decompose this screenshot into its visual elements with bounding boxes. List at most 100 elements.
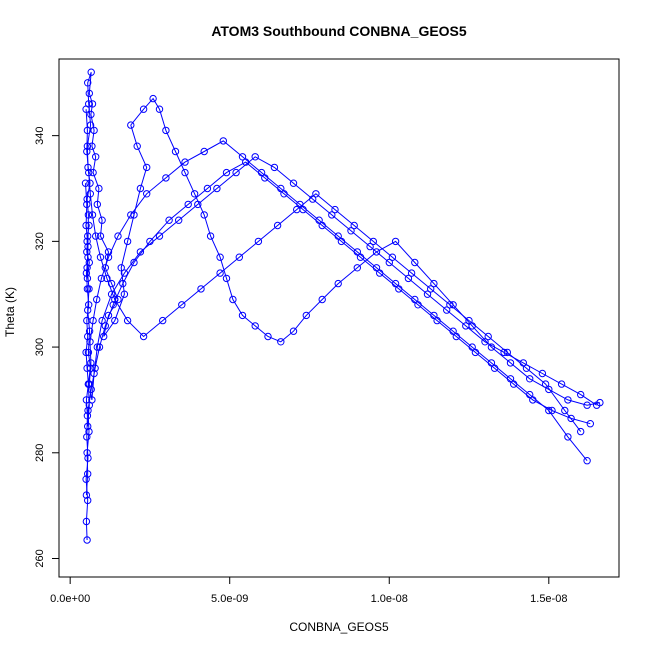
data-point [541, 380, 550, 388]
data-point [337, 237, 346, 246]
data-point [561, 406, 569, 415]
data-point [372, 248, 381, 256]
series-1 [82, 68, 604, 544]
data-point [391, 237, 400, 246]
data-point [93, 295, 101, 304]
data-point [83, 147, 91, 156]
data-point [84, 306, 92, 314]
data-point [490, 364, 499, 372]
y-tick-label: 300 [34, 338, 46, 356]
data-point [96, 232, 105, 240]
data-point [510, 380, 518, 388]
y-tick-label: 280 [34, 444, 46, 462]
data-point [446, 301, 454, 309]
data-point [229, 295, 237, 304]
data-point [93, 343, 102, 351]
data-point [273, 221, 282, 230]
data-point [85, 327, 94, 335]
data-point [350, 221, 358, 230]
data-point [376, 269, 384, 277]
x-axis: 0.0e+00 5.0e-09 1.0e-08 1.5e-08 [50, 577, 567, 605]
data-point [85, 285, 93, 293]
data-point [87, 68, 95, 76]
data-point [251, 322, 259, 330]
x-tick-label: 5.0e-09 [211, 593, 248, 605]
data-point [88, 211, 97, 219]
data-point [103, 274, 111, 283]
data-point [411, 258, 419, 267]
data-point [232, 168, 240, 177]
data-point [87, 385, 95, 394]
data-point [407, 269, 416, 277]
data-point [143, 163, 151, 172]
data-point [299, 205, 307, 214]
data-point [181, 168, 189, 177]
series-3 [82, 105, 585, 436]
data-point [85, 427, 93, 436]
data-point [353, 264, 361, 272]
data-point [83, 200, 91, 209]
data-point [404, 274, 413, 283]
data-point [95, 343, 104, 351]
data-point [92, 153, 100, 161]
data-point [111, 295, 119, 304]
data-point [95, 184, 103, 193]
y-tick-label: 320 [34, 232, 46, 250]
data-point [162, 126, 170, 135]
data-point [481, 338, 489, 346]
data-point [84, 79, 92, 87]
data-point [114, 232, 122, 240]
data-point [577, 427, 585, 436]
data-point [104, 253, 113, 261]
y-axis-label: Theta (K) [3, 287, 17, 337]
data-point [452, 332, 460, 341]
data-point [395, 285, 403, 293]
data-point [261, 174, 269, 182]
data-point [388, 253, 397, 261]
data-point [548, 406, 556, 415]
data-point [366, 242, 374, 251]
data-point [222, 274, 231, 283]
data-point [136, 184, 145, 193]
data-point [101, 322, 110, 330]
data-point [270, 163, 279, 172]
data-point [414, 301, 422, 309]
data-point [133, 142, 141, 150]
data-point [101, 264, 110, 272]
data-point [162, 174, 170, 182]
data-point [289, 327, 298, 335]
data-point [88, 100, 97, 108]
data-point [85, 89, 94, 98]
data-point [190, 190, 199, 198]
data-point [238, 153, 247, 161]
data-point [564, 396, 572, 404]
data-point [143, 190, 151, 198]
data-point [90, 126, 98, 135]
data-point [465, 316, 473, 325]
data-point [87, 110, 95, 119]
data-point [238, 311, 247, 320]
data-point [181, 158, 189, 166]
data-point [216, 253, 224, 261]
y-tick-label: 340 [34, 126, 46, 144]
data-point [83, 536, 91, 544]
data-point [194, 200, 202, 209]
data-point [83, 126, 92, 135]
data-point [86, 338, 94, 346]
data-point [577, 390, 585, 399]
data-point [529, 396, 537, 404]
data-point [583, 401, 591, 409]
data-point [119, 279, 127, 288]
data-point [242, 158, 250, 166]
data-point [526, 375, 534, 383]
data-point [506, 359, 515, 367]
data-point [82, 269, 91, 277]
data-point [82, 105, 90, 113]
x-tick-label: 1.0e-08 [371, 593, 408, 605]
data-point [538, 369, 547, 378]
x-tick-label: 1.5e-08 [530, 593, 567, 605]
data-point [92, 232, 100, 240]
data-point [545, 385, 553, 394]
y-tick-label: 260 [34, 549, 46, 567]
